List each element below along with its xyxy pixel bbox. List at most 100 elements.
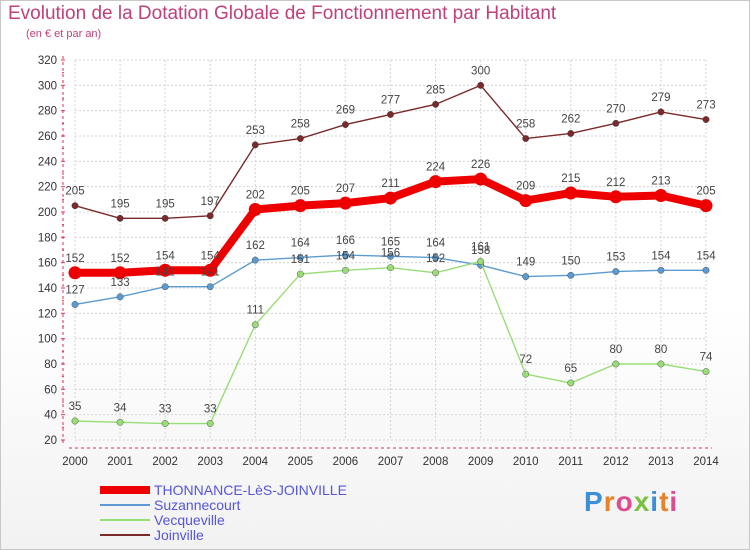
data-point bbox=[338, 196, 352, 210]
data-label: 35 bbox=[69, 401, 82, 413]
data-label: 262 bbox=[561, 113, 580, 125]
data-point bbox=[657, 108, 665, 116]
x-tick-label: 2008 bbox=[423, 456, 449, 468]
data-label: 164 bbox=[291, 238, 311, 250]
y-tick-label: 180 bbox=[38, 232, 57, 244]
data-label: 258 bbox=[291, 119, 310, 131]
data-point bbox=[654, 189, 668, 203]
y-tick-label: 260 bbox=[38, 131, 57, 143]
data-label: 226 bbox=[471, 159, 490, 171]
data-point bbox=[474, 172, 488, 186]
x-tick-label: 2013 bbox=[648, 456, 674, 468]
legend: THONNANCE-LèS-JOINVILLE Suzannecourt Vec… bbox=[100, 483, 420, 543]
data-point bbox=[477, 81, 485, 89]
x-tick-label: 2006 bbox=[333, 456, 359, 468]
data-point bbox=[206, 212, 214, 220]
data-point bbox=[432, 100, 439, 108]
data-point bbox=[158, 263, 172, 277]
data-point bbox=[567, 379, 575, 387]
y-tick-label: 20 bbox=[44, 435, 57, 447]
legend-label: Joinville bbox=[154, 527, 204, 543]
data-labels: 152 152 154 154 202 205 207 211 224 226 209 215 212 2… bbox=[65, 65, 716, 415]
data-label: 205 bbox=[65, 186, 84, 198]
data-point bbox=[71, 301, 79, 308]
data-label: 154 bbox=[201, 250, 221, 262]
y-tick-label: 300 bbox=[38, 80, 57, 92]
y-tick-label: 80 bbox=[44, 359, 57, 371]
data-label: 269 bbox=[336, 105, 355, 117]
logo-letter: i bbox=[669, 486, 679, 517]
data-point bbox=[387, 111, 394, 118]
data-point bbox=[387, 252, 394, 260]
data-point bbox=[657, 360, 665, 368]
data-point bbox=[387, 264, 394, 272]
data-point bbox=[116, 418, 124, 426]
data-label: 156 bbox=[381, 248, 400, 260]
data-label: 151 bbox=[291, 254, 310, 266]
data-label: 205 bbox=[291, 186, 310, 198]
data-label: 141 bbox=[156, 267, 175, 279]
data-point bbox=[432, 254, 439, 262]
x-tick-label: 2014 bbox=[693, 456, 719, 468]
data-label: 154 bbox=[336, 250, 356, 262]
logo-letter: P bbox=[584, 486, 604, 517]
data-point bbox=[567, 271, 575, 279]
data-label: 153 bbox=[606, 252, 625, 264]
data-label: 127 bbox=[65, 284, 84, 296]
legend-item-thonnance: THONNANCE-LèS-JOINVILLE bbox=[100, 483, 420, 498]
y-tick-label: 220 bbox=[38, 182, 57, 194]
data-label: 224 bbox=[426, 162, 446, 174]
data-point bbox=[522, 135, 530, 142]
data-point bbox=[519, 194, 533, 208]
data-point bbox=[657, 266, 665, 274]
data-label: 202 bbox=[246, 189, 265, 201]
data-label: 152 bbox=[426, 253, 445, 265]
data-label: 253 bbox=[246, 125, 265, 137]
data-label: 279 bbox=[651, 92, 670, 104]
chart-subtitle: (en € et par an) bbox=[26, 28, 102, 40]
x-tick-label: 2009 bbox=[468, 456, 494, 468]
chart-title: Evolution de la Dotation Globale de Fonc… bbox=[8, 3, 557, 24]
y-tick-label: 160 bbox=[38, 258, 57, 270]
x-tick-label: 2007 bbox=[378, 456, 404, 468]
grid bbox=[74, 59, 707, 441]
data-label: 152 bbox=[110, 253, 129, 265]
data-label: 80 bbox=[609, 344, 622, 356]
data-point bbox=[296, 254, 304, 262]
data-label: 212 bbox=[606, 177, 625, 189]
x-tick-label: 2003 bbox=[197, 456, 223, 468]
data-point bbox=[248, 202, 262, 216]
series bbox=[68, 81, 713, 427]
x-tick-label: 2012 bbox=[603, 456, 629, 468]
data-point bbox=[522, 370, 530, 378]
data-point bbox=[612, 360, 620, 368]
data-point bbox=[296, 135, 304, 142]
data-label: 154 bbox=[696, 250, 716, 262]
y-tick-label: 140 bbox=[38, 283, 57, 295]
data-label: 65 bbox=[564, 363, 577, 375]
data-label: 161 bbox=[471, 241, 490, 253]
data-point bbox=[342, 121, 349, 129]
legend-item-joinville: Joinville bbox=[100, 528, 420, 543]
data-label: 270 bbox=[606, 103, 625, 115]
data-label: 277 bbox=[381, 94, 400, 106]
proxiti-logo: Proxiti bbox=[584, 486, 678, 518]
data-label: 34 bbox=[114, 402, 127, 414]
y-tick-label: 60 bbox=[44, 384, 57, 396]
y-tick-label: 200 bbox=[38, 207, 57, 219]
legend-label: Suzannecourt bbox=[154, 497, 241, 513]
data-label: 141 bbox=[201, 267, 220, 279]
data-point bbox=[564, 186, 578, 200]
data-point bbox=[68, 266, 82, 280]
data-point bbox=[612, 119, 620, 127]
data-point bbox=[567, 130, 575, 137]
data-label: 195 bbox=[156, 198, 175, 210]
data-point bbox=[522, 273, 530, 280]
data-point bbox=[296, 270, 304, 278]
data-label: 213 bbox=[651, 176, 670, 188]
logo-letter: i bbox=[650, 486, 660, 517]
data-point bbox=[699, 199, 713, 213]
x-tick-label: 2010 bbox=[513, 456, 539, 468]
data-point bbox=[342, 266, 349, 274]
y-tick-label: 320 bbox=[38, 55, 57, 67]
